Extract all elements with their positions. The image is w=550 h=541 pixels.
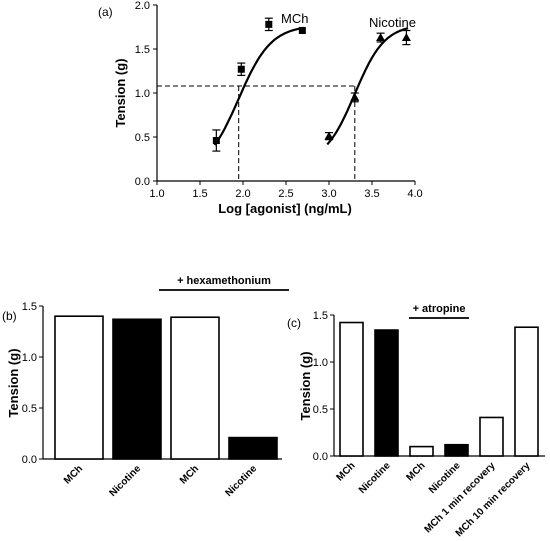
bar-mch bbox=[54, 315, 104, 460]
category-label: MCh bbox=[62, 463, 85, 486]
fit-curve-nicotine bbox=[326, 27, 409, 146]
bar-mch bbox=[409, 445, 434, 457]
y-tick-label-b: 0.0 bbox=[22, 454, 37, 466]
y-tick-label-b: 1.0 bbox=[22, 352, 37, 364]
category-label: MCh bbox=[335, 460, 358, 483]
bar-mch bbox=[339, 321, 364, 457]
x-axis-title-a: Log [agonist] (ng/mL) bbox=[218, 201, 352, 216]
x-tick-label-a: 3.5 bbox=[364, 188, 379, 200]
dose-response-chart: (a) 0.0 0.5 1.0 1.5 2.0 1.0 1.5 2.0 2.5 3.0 3.5 4.… bbox=[98, 0, 423, 216]
y-tick-label-c: 0.5 bbox=[313, 404, 328, 416]
y-tick-label-c: 1.0 bbox=[313, 357, 328, 369]
category-label: Nicotine bbox=[107, 463, 143, 499]
fit-curve-mch bbox=[213, 26, 305, 146]
data-point-mch bbox=[212, 137, 220, 145]
y-tick-label-a: 1.0 bbox=[135, 88, 150, 100]
y-tick-label-c: 0.0 bbox=[313, 451, 328, 463]
hexamethonium-bar-chart: (b) 0.00.51.01.5 MCh Nicotine MCh Nicotine … bbox=[2, 275, 289, 499]
panel-label-c: (c) bbox=[287, 316, 301, 330]
bar-mch bbox=[170, 316, 220, 460]
x-tick-label-a: 2.0 bbox=[235, 188, 250, 200]
y-axis-title-c: Tension (g) bbox=[298, 351, 313, 420]
data-point-nicotine bbox=[350, 92, 360, 101]
y-tick-label-a: 0.0 bbox=[135, 176, 150, 188]
y-tick-label-a: 1.5 bbox=[135, 44, 150, 56]
data-point-nicotine bbox=[401, 33, 411, 42]
category-label: Nicotine bbox=[223, 463, 259, 499]
bar-nicotine bbox=[444, 443, 469, 457]
panel-label-b: (b) bbox=[2, 309, 17, 323]
data-point-mch bbox=[298, 27, 306, 35]
y-tick-label-b: 0.5 bbox=[22, 403, 37, 415]
bar-nicotine bbox=[228, 436, 278, 460]
hexamethonium-label: + hexamethonium bbox=[177, 275, 271, 287]
x-tick-label-a: 1.0 bbox=[149, 188, 164, 200]
x-tick-label-a: 3.0 bbox=[321, 188, 336, 200]
category-label: Nicotine bbox=[427, 460, 463, 496]
panel-label-a: (a) bbox=[98, 5, 113, 19]
x-tick-label-a: 4.0 bbox=[407, 188, 422, 200]
atropine-label: + atropine bbox=[413, 303, 466, 315]
y-tick-label-a: 0.5 bbox=[135, 132, 150, 144]
data-point-nicotine bbox=[324, 131, 334, 140]
category-label: MCh bbox=[178, 463, 201, 486]
series-label-mch: MCh bbox=[281, 11, 308, 26]
bar-mch-10-min-recovery bbox=[514, 326, 539, 457]
y-tick-label-a: 2.0 bbox=[135, 0, 150, 12]
category-label: MCh bbox=[405, 460, 428, 483]
data-point-mch bbox=[237, 65, 245, 73]
y-tick-label-c: 1.5 bbox=[313, 310, 328, 322]
category-label: Nicotine bbox=[357, 460, 393, 496]
data-point-nicotine bbox=[376, 33, 386, 42]
atropine-bar-chart: (c) 0.00.51.01.5 MCh Nicotine MCh NicotineM… bbox=[287, 303, 545, 539]
y-tick-label-b: 1.5 bbox=[22, 301, 37, 313]
x-tick-label-a: 1.5 bbox=[192, 188, 207, 200]
data-point-mch bbox=[265, 20, 273, 28]
y-axis-title-a: Tension (g) bbox=[113, 58, 128, 127]
bar-nicotine bbox=[112, 318, 162, 460]
x-tick-label-a: 2.5 bbox=[278, 188, 293, 200]
y-axis-title-b: Tension (g) bbox=[6, 348, 21, 417]
series-label-nicotine: Nicotine bbox=[369, 15, 416, 30]
bar-mch-1-min-recovery bbox=[479, 416, 504, 457]
bar-nicotine bbox=[374, 329, 399, 457]
